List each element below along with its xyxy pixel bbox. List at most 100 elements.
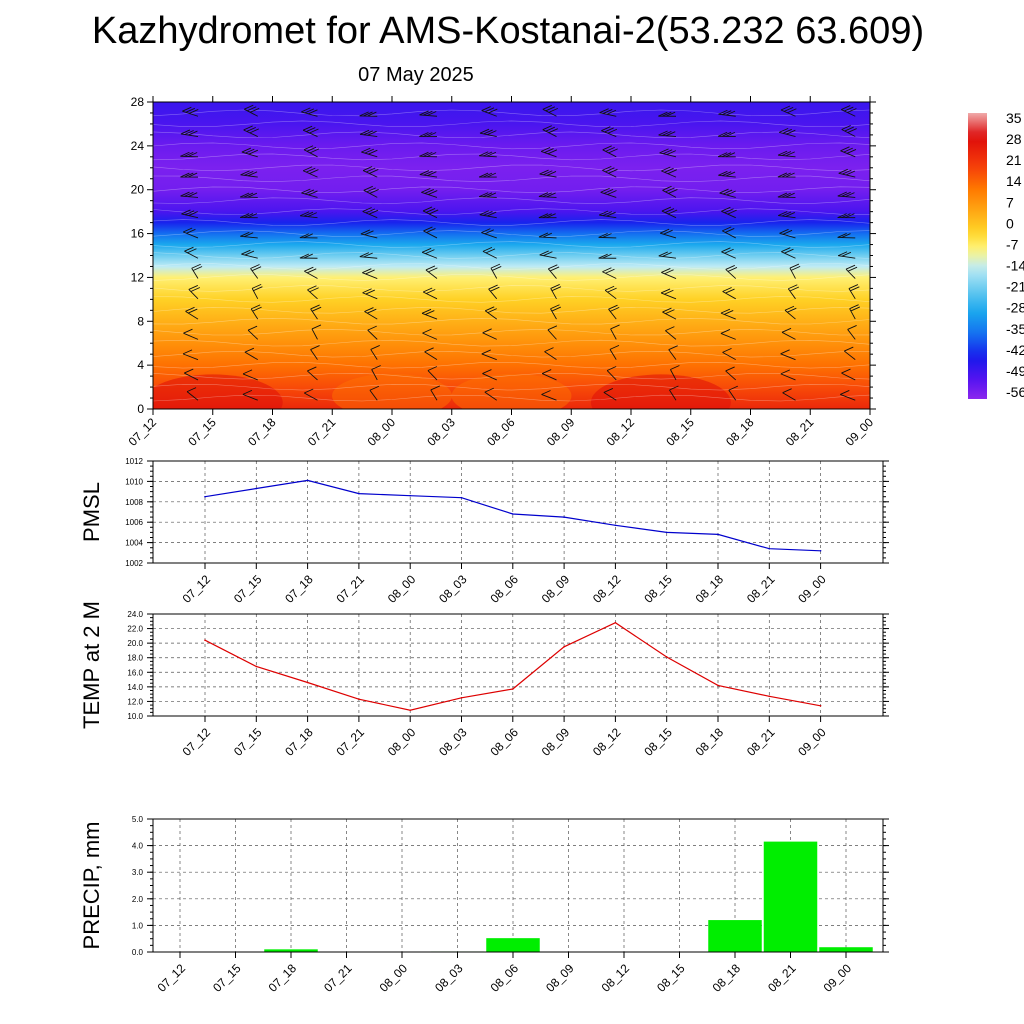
wind-barb-flag — [717, 152, 728, 158]
wind-barb-flag — [781, 151, 792, 156]
wind-barb-flag — [718, 170, 728, 176]
wind-barb-flag — [486, 192, 497, 198]
wind-barb-flag — [902, 110, 911, 114]
x-tick-label: 08_15 — [641, 725, 675, 759]
wind-barb-staff — [359, 133, 378, 137]
wind-barb-flag — [186, 387, 197, 393]
colorbar-label: 21 — [1006, 152, 1022, 168]
wind-barb-flag — [901, 146, 910, 150]
wind-barb-staff — [722, 230, 736, 239]
data-point — [717, 684, 719, 687]
wind-barb-flag — [781, 192, 791, 198]
data-point — [460, 496, 463, 499]
wind-barb-staff — [419, 174, 438, 178]
wind-barb-flag — [603, 109, 613, 114]
wind-barb-flag — [603, 388, 614, 393]
wind-barb-flag — [662, 111, 672, 117]
wind-barb-staff — [841, 109, 856, 117]
x-tick-label: 08_18 — [693, 572, 727, 606]
wind-barb-flag — [837, 251, 848, 257]
wind-barb-staff — [542, 108, 557, 117]
panel-frame — [152, 613, 884, 717]
wind-barb-flag — [485, 306, 495, 312]
y-tick-label: 0.0 — [132, 948, 144, 957]
wind-barb-flag — [669, 385, 679, 391]
wind-barb-flag — [424, 189, 434, 194]
wind-barb-flag — [425, 265, 436, 271]
wind-barb-staff — [544, 351, 557, 361]
data-point — [819, 705, 822, 707]
wind-barb-flag — [180, 172, 190, 178]
wind-barb-staff — [718, 174, 736, 178]
wind-barb-flag — [785, 151, 795, 157]
wind-barb-flag — [603, 188, 614, 194]
y-tick-label: 8 — [137, 314, 144, 328]
colorbar-label: -7 — [1006, 236, 1019, 252]
data-point — [512, 513, 514, 515]
wind-barb-flag — [546, 192, 556, 198]
x-tick-label: 07_15 — [210, 961, 244, 995]
wind-barb-flag — [183, 328, 193, 334]
wind-barb-staff — [658, 255, 677, 259]
wind-barb-flag — [490, 286, 500, 292]
wind-barb-staff — [481, 353, 497, 361]
wind-barb-flag — [847, 128, 857, 134]
wind-barb-flag — [479, 128, 490, 134]
wind-barb-flag — [607, 287, 617, 293]
wind-barb-flag — [482, 246, 493, 252]
wind-barb-flag — [602, 145, 612, 151]
wind-barb-flag — [369, 189, 379, 194]
wind-barb-flag — [308, 109, 318, 115]
wind-barb-flag — [787, 307, 797, 313]
wind-barb-flag — [840, 390, 850, 395]
wind-barb-staff — [784, 309, 796, 320]
x-tick-label: 08_00 — [385, 725, 419, 759]
wind-barb-flag — [427, 111, 437, 116]
pmsl-panel: 1012 1010 1008 1006 1004 1002 07_12 07_15 07_18 0… — [79, 457, 889, 606]
wind-barb-staff — [909, 349, 915, 359]
wind-barb-flag — [311, 306, 322, 312]
wind-barb-flag — [608, 304, 618, 310]
wind-barb-flag — [481, 228, 491, 234]
wind-barb-staff — [422, 210, 438, 219]
wind-barb-staff — [720, 312, 736, 320]
wind-barb-flag — [551, 286, 562, 292]
wind-barb-flag — [486, 172, 497, 178]
wind-barb-flag — [598, 253, 608, 259]
wind-barb-flag — [546, 171, 557, 176]
wind-barb-flag — [184, 172, 194, 178]
wind-barb-flag — [610, 324, 620, 330]
wind-barb-flag — [539, 250, 549, 256]
wind-barb-flag — [247, 325, 258, 331]
wind-barb-flag — [599, 108, 609, 114]
wind-barb-flag — [904, 388, 913, 392]
wind-barb-flag — [848, 284, 859, 289]
wind-barb-flag — [725, 110, 736, 116]
wind-barb-flag — [188, 211, 198, 217]
colorbar-label: 0 — [1006, 215, 1014, 231]
isotherm-line — [153, 263, 870, 270]
data-point — [255, 487, 258, 490]
y-tick-label: 24 — [131, 139, 145, 153]
x-tick-label: 08_09 — [539, 572, 573, 606]
wind-barb-flag — [359, 111, 369, 117]
wind-barb-flag — [905, 111, 914, 115]
y-tick-label: 28 — [131, 95, 145, 109]
wind-barb-flag — [421, 308, 432, 314]
colorbar-label: -56 — [1006, 384, 1024, 400]
wind-barb-flag — [725, 131, 736, 137]
wind-barb-flag — [308, 190, 318, 196]
wind-barb-flag — [543, 170, 553, 176]
wind-barb-flag — [844, 126, 854, 132]
wind-barb-flag — [661, 166, 671, 172]
wind-barb-flag — [786, 129, 796, 135]
wind-barb-flag — [483, 129, 493, 135]
wind-barb-flag — [718, 109, 728, 115]
wind-barb-flag — [368, 149, 378, 155]
wind-barb-flag — [481, 106, 491, 111]
y-tick-label: 20.0 — [127, 639, 143, 648]
wind-barb-staff — [541, 373, 557, 381]
wind-barb-staff — [421, 191, 438, 198]
wind-barb-flag — [479, 192, 489, 198]
